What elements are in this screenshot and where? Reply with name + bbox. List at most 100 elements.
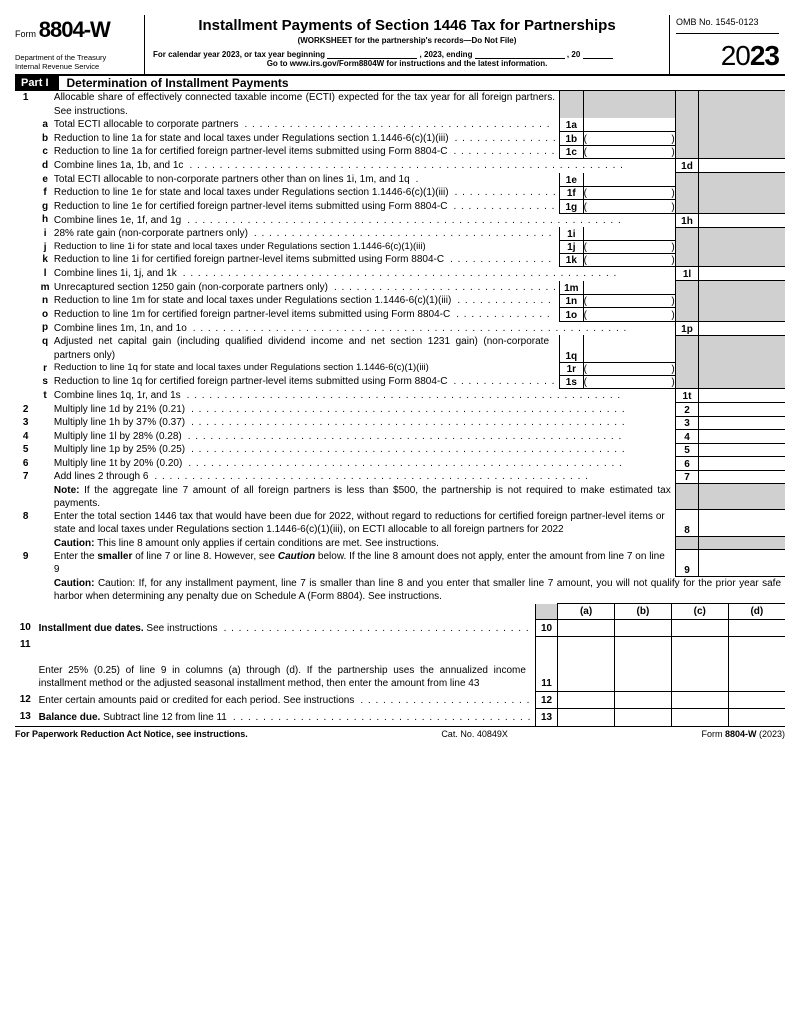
input-13b[interactable] bbox=[614, 709, 671, 726]
input-8[interactable] bbox=[699, 510, 785, 537]
line-1s-desc: Reduction to line 1q for certified forei… bbox=[54, 375, 448, 389]
input-1s[interactable]: () bbox=[583, 375, 675, 389]
line-3-num: 3 bbox=[15, 416, 36, 430]
input-1p[interactable] bbox=[699, 321, 785, 335]
input-10b[interactable] bbox=[614, 620, 671, 637]
box-1i-label: 1i bbox=[560, 227, 584, 241]
input-12d[interactable] bbox=[728, 692, 785, 709]
line-1l-sub: l bbox=[36, 267, 54, 281]
line-1p-sub: p bbox=[36, 321, 54, 335]
input-1e[interactable] bbox=[583, 173, 675, 187]
tax-year-end-input[interactable] bbox=[475, 49, 565, 59]
input-1b[interactable]: () bbox=[583, 132, 675, 146]
form-number: 8804-W bbox=[39, 17, 110, 42]
input-6[interactable] bbox=[699, 457, 785, 471]
line-1p-desc: Combine lines 1m, 1n, and 1o bbox=[54, 322, 187, 336]
box-1a-label: 1a bbox=[560, 118, 584, 132]
box-1e-label: 1e bbox=[560, 173, 584, 187]
line-9-num: 9 bbox=[15, 550, 36, 577]
tax-year-begin-input[interactable] bbox=[327, 49, 417, 59]
box-1f-label: 1f bbox=[560, 186, 584, 200]
input-1j[interactable]: () bbox=[583, 241, 675, 254]
dept-line1: Department of the Treasury bbox=[15, 53, 140, 62]
line-1-desc: Allocable share of effectively connected… bbox=[54, 92, 555, 117]
input-1r[interactable]: () bbox=[583, 362, 675, 375]
input-5[interactable] bbox=[699, 443, 785, 457]
line-1r-sub: r bbox=[36, 362, 54, 375]
box-1h-label: 1h bbox=[675, 213, 699, 227]
input-1c[interactable]: () bbox=[583, 145, 675, 159]
line-1f-desc: Reduction to line 1e for state and local… bbox=[54, 186, 449, 200]
input-1d[interactable] bbox=[699, 159, 785, 173]
line-1g-sub: g bbox=[36, 200, 54, 214]
input-7[interactable] bbox=[699, 470, 785, 484]
line-1c-sub: c bbox=[36, 145, 54, 159]
input-1i[interactable] bbox=[583, 227, 675, 241]
input-13c[interactable] bbox=[671, 709, 728, 726]
line-1c-desc: Reduction to line 1a for certified forei… bbox=[54, 145, 448, 159]
box-1l-label: 1l bbox=[675, 267, 699, 281]
box-1n-label: 1n bbox=[560, 294, 584, 308]
input-1q[interactable] bbox=[583, 335, 675, 362]
line-1i-sub: i bbox=[36, 227, 54, 241]
line-10-num: 10 bbox=[15, 620, 36, 637]
input-1f[interactable]: () bbox=[583, 186, 675, 200]
box-1o-label: 1o bbox=[560, 308, 584, 322]
line-1d-desc: Combine lines 1a, 1b, and 1c bbox=[54, 159, 184, 173]
input-12c[interactable] bbox=[671, 692, 728, 709]
box-7-label: 7 bbox=[675, 470, 699, 484]
input-11a[interactable] bbox=[558, 637, 615, 692]
line-1b-desc: Reduction to line 1a for state and local… bbox=[54, 132, 449, 146]
line-9-desc: Enter the smaller of line 7 or line 8. H… bbox=[54, 550, 665, 577]
line-13-desc: Balance due. Subtract line 12 from line … bbox=[39, 711, 227, 724]
goto-line: Go to www.irs.gov/Form8804W for instruct… bbox=[149, 59, 665, 68]
line-1o-desc: Reduction to line 1m for certified forei… bbox=[54, 308, 450, 322]
part-header: Part I Determination of Installment Paym… bbox=[15, 76, 785, 91]
input-12b[interactable] bbox=[614, 692, 671, 709]
omb-number: OMB No. 1545-0123 bbox=[676, 17, 779, 34]
line-6-num: 6 bbox=[15, 457, 36, 471]
line-1-num: 1 bbox=[15, 91, 36, 118]
input-1t[interactable] bbox=[699, 389, 785, 403]
input-12a[interactable] bbox=[558, 692, 615, 709]
input-10c[interactable] bbox=[671, 620, 728, 637]
line-4-num: 4 bbox=[15, 430, 36, 444]
input-1m[interactable] bbox=[583, 281, 675, 295]
line-11-num: 11 bbox=[15, 637, 36, 692]
input-11b[interactable] bbox=[614, 637, 671, 692]
input-1k[interactable]: () bbox=[583, 253, 675, 267]
lines-table: 1 Allocable share of effectively connect… bbox=[15, 91, 785, 603]
input-4[interactable] bbox=[699, 430, 785, 444]
tax-year-yy-input[interactable] bbox=[583, 49, 613, 59]
input-1l[interactable] bbox=[699, 267, 785, 281]
box-1t-label: 1t bbox=[675, 389, 699, 403]
col-a: (a) bbox=[558, 604, 615, 620]
line-5-desc: Multiply line 1p by 25% (0.25) bbox=[54, 443, 185, 457]
part-title: Determination of Installment Payments bbox=[59, 76, 289, 90]
input-11c[interactable] bbox=[671, 637, 728, 692]
input-3[interactable] bbox=[699, 416, 785, 430]
input-10d[interactable] bbox=[728, 620, 785, 637]
input-11d[interactable] bbox=[728, 637, 785, 692]
line-8-desc: Enter the total section 1446 tax that wo… bbox=[54, 510, 665, 537]
line-1o-sub: o bbox=[36, 308, 54, 322]
box-10-label: 10 bbox=[535, 620, 557, 637]
input-9[interactable] bbox=[699, 550, 785, 577]
header-center: Installment Payments of Section 1446 Tax… bbox=[145, 15, 670, 74]
input-1a[interactable] bbox=[583, 118, 675, 132]
line-1g-desc: Reduction to line 1e for certified forei… bbox=[54, 200, 448, 214]
box-6-label: 6 bbox=[675, 457, 699, 471]
box-12-label: 12 bbox=[535, 692, 557, 709]
input-13a[interactable] bbox=[558, 709, 615, 726]
input-1g[interactable]: () bbox=[583, 200, 675, 214]
input-10a[interactable] bbox=[558, 620, 615, 637]
cal-c: , 20 bbox=[567, 50, 580, 59]
line-2-desc: Multiply line 1d by 21% (0.21) bbox=[54, 403, 185, 417]
line-1e-sub: e bbox=[36, 173, 54, 187]
line-1e-desc: Total ECTI allocable to non-corporate pa… bbox=[54, 173, 410, 187]
input-2[interactable] bbox=[699, 403, 785, 417]
input-13d[interactable] bbox=[728, 709, 785, 726]
input-1h[interactable] bbox=[699, 213, 785, 227]
input-1o[interactable]: () bbox=[583, 308, 675, 322]
input-1n[interactable]: () bbox=[583, 294, 675, 308]
